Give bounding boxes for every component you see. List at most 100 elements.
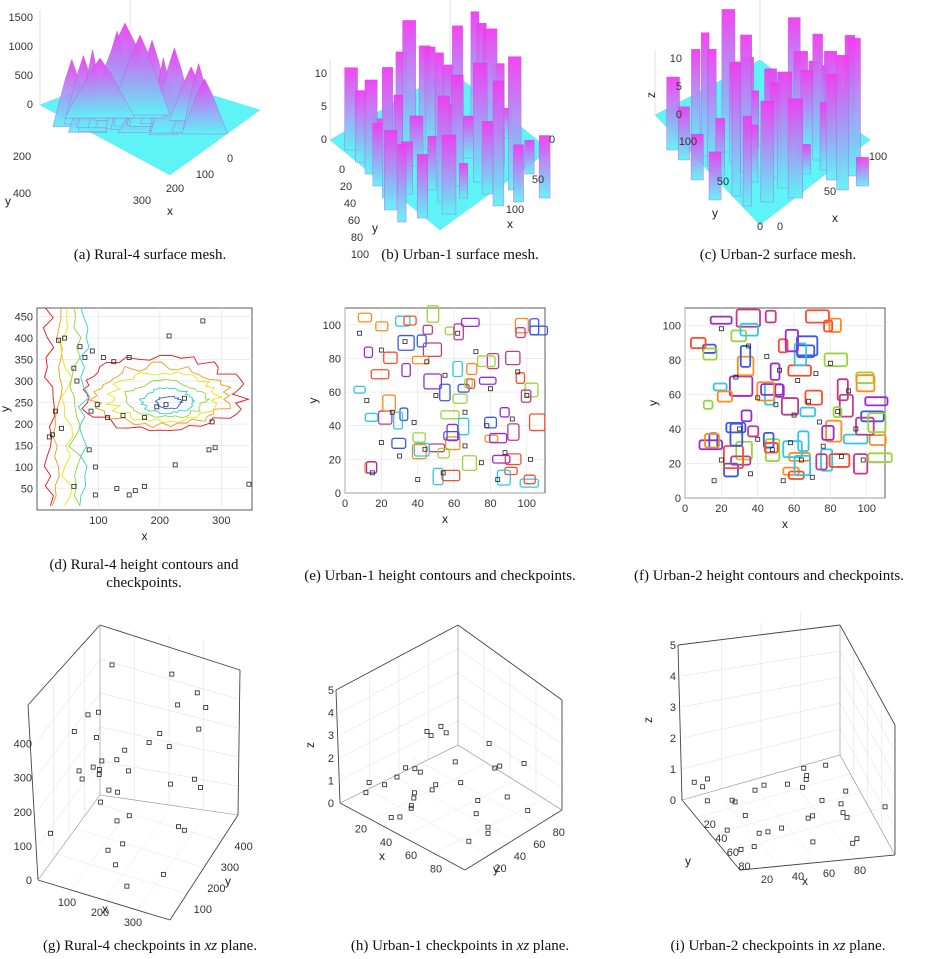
checkpoint-marker [850, 840, 856, 846]
checkpoint-marker [120, 413, 126, 418]
y-tick-label: 0 [675, 493, 681, 505]
z-tick-label: 5 [321, 101, 327, 113]
building-contour [432, 467, 444, 486]
checkpoint-marker [408, 803, 414, 809]
checkpoint-marker [77, 344, 83, 350]
checkpoint-marker [89, 348, 95, 354]
z-tick-label: 400 [14, 739, 32, 751]
checkpoint-marker [97, 767, 102, 772]
checkpoint-marker [764, 353, 770, 359]
building-contour [440, 410, 460, 420]
box-edge [27, 624, 101, 706]
building-contour [764, 442, 779, 454]
checkpoint-marker [397, 814, 403, 820]
checkpoint-marker [120, 841, 126, 847]
building-contour [747, 425, 760, 438]
checkpoint-marker [846, 388, 852, 394]
x-tick-label: 20 [761, 874, 773, 886]
building-contour [437, 447, 450, 459]
checkpoint-marker [509, 416, 515, 422]
checkpoint-marker [860, 457, 866, 463]
checkpoint-marker [495, 477, 501, 482]
building-contour [412, 432, 426, 443]
x-tick-label: 50 [824, 186, 836, 198]
y-tick-label: 80 [669, 355, 681, 367]
checkpoint-marker [823, 762, 829, 768]
surface-peak [524, 140, 535, 175]
checkpoint-marker [488, 386, 493, 392]
surface-peak [461, 115, 475, 159]
caption-c: (c) Urban-2 surface mesh. [699, 247, 857, 263]
building-contour [520, 389, 532, 403]
y-axis-label: y [225, 874, 231, 888]
caption-a: (a) Rural-4 surface mesh. [73, 247, 227, 263]
checkpoint-marker [71, 365, 77, 371]
building-contour [716, 390, 733, 403]
x-tick-label: 60 [788, 503, 800, 515]
building-contour [422, 324, 434, 335]
x-tick-label: 300 [133, 195, 151, 207]
grid-line [725, 807, 884, 853]
surface-peak [513, 144, 524, 203]
x-tick-label: 40 [792, 871, 804, 883]
checkpoint-marker [366, 780, 372, 785]
y-tick-label: 20 [669, 458, 681, 470]
building-contour [698, 439, 724, 451]
checkpoint-marker [810, 813, 815, 819]
surface-peak [855, 157, 869, 187]
checkpoint-marker [209, 419, 215, 425]
surface-peak [397, 143, 407, 223]
surface-peak [836, 55, 849, 191]
building-contour [764, 309, 777, 324]
z-tick-label: 4 [670, 671, 676, 683]
grid-line [388, 772, 514, 841]
checkpoint-marker [840, 810, 846, 816]
contour-line [60, 307, 73, 506]
checkpoint-marker [497, 763, 503, 769]
checkpoint-marker [92, 492, 98, 498]
checkpoint-marker [126, 768, 131, 774]
z-tick-label: 0 [670, 795, 676, 807]
checkpoint-marker [761, 782, 767, 788]
checkpoint-marker [192, 776, 197, 782]
y-tick-label: 300 [15, 376, 33, 388]
x-tick-label: 100 [869, 151, 887, 163]
checkpoint-marker [388, 815, 394, 820]
y-tick-label: 400 [15, 333, 33, 345]
building-contour [422, 342, 443, 358]
building-contour [478, 376, 497, 385]
grid-line [54, 853, 188, 894]
checkpoint-marker [820, 443, 826, 449]
caption-h: (h) Urban-1 checkpoints in xz plane. [310, 937, 610, 955]
x-tick-label: 100 [89, 515, 107, 527]
x-axis-label: x [102, 902, 108, 916]
checkpoint-marker [801, 765, 807, 771]
surface-peak [459, 163, 468, 199]
checkpoint-marker [433, 393, 439, 398]
building-contour [774, 383, 785, 398]
building-contour [401, 362, 411, 378]
checkpoint-marker [724, 827, 730, 833]
surface-peak [691, 49, 701, 147]
building-contour [375, 321, 389, 332]
checkpoint-marker [382, 782, 388, 788]
x-tick-label: 80 [824, 503, 836, 515]
contour-line [154, 395, 184, 410]
contour-line [68, 307, 82, 506]
checkpoint-marker [411, 790, 417, 796]
grid-line [71, 827, 205, 868]
box-edge [37, 794, 101, 881]
surface-peak [481, 121, 494, 195]
surface-peak [700, 32, 710, 157]
checkpoint-marker [53, 408, 58, 414]
rural4-contour-plot: 100 200 300 50 100 150 200 250 300 350 400 450 x y [0, 307, 253, 543]
y-tick-label: 350 [15, 355, 33, 367]
box-edge [99, 794, 239, 816]
y-axis-label: y [685, 854, 691, 868]
checkpoint-marker [765, 829, 771, 835]
building-contour [832, 406, 843, 418]
caption-g: (g) Rural-4 checkpoints in xz plane. [0, 937, 300, 955]
building-contour [444, 436, 461, 451]
checkpoint-marker [114, 818, 120, 824]
y-tick-label: 450 [15, 312, 33, 324]
